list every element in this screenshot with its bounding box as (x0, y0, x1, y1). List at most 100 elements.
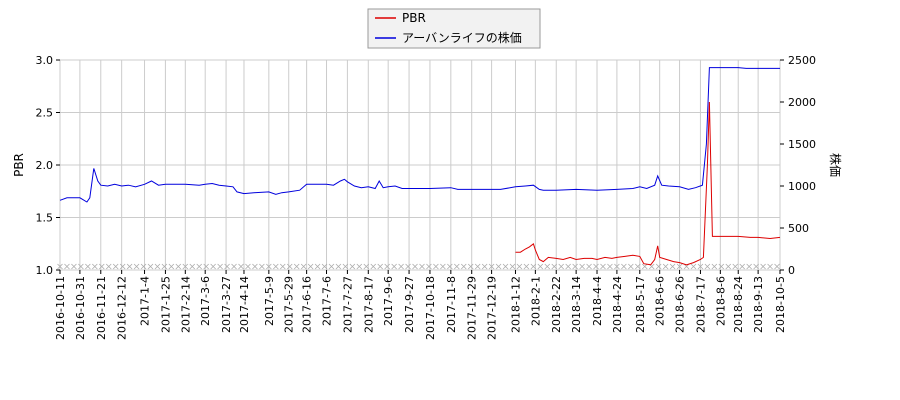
x-marker (732, 263, 739, 270)
x-marker (676, 263, 683, 270)
x-marker (467, 263, 474, 270)
legend: PBR アーバンライフの株価 (367, 8, 541, 49)
left-y-axis: 1.0 1.5 2.0 2.5 3.0 (36, 54, 60, 277)
x-marker (384, 263, 390, 270)
x-marker (774, 263, 780, 270)
x-marker (293, 263, 300, 270)
right-y-axis: 0 500 1000 1500 2000 2500 (780, 54, 816, 277)
x-marker (516, 263, 523, 270)
x-marker (252, 263, 258, 270)
x-marker (175, 263, 182, 270)
x-marker (767, 263, 773, 270)
x-marker (683, 263, 690, 270)
x-tick-label: 2018-6-26 (674, 276, 687, 333)
x-tick-label: 2016-10-11 (54, 276, 67, 340)
x-marker (690, 263, 697, 270)
x-marker (57, 263, 63, 270)
x-marker (370, 263, 377, 270)
x-tick-label: 2017-11-8 (445, 276, 458, 333)
x-marker (363, 263, 370, 270)
x-marker (419, 263, 425, 270)
x-tick-label: 2018-10-5 (774, 276, 787, 333)
x-tick-label: 2018-5-17 (634, 276, 647, 333)
x-marker (614, 263, 620, 270)
x-marker (711, 263, 718, 270)
x-marker (600, 263, 606, 270)
x-marker (739, 263, 745, 270)
x-marker (286, 263, 293, 270)
x-marker (488, 263, 495, 270)
x-marker (279, 263, 286, 270)
stock-price-line (59, 67, 780, 203)
x-tick-label: 2017-3-6 (199, 276, 212, 326)
x-marker (71, 263, 77, 270)
x-marker (551, 263, 558, 270)
x-tick-label: 2017-6-16 (301, 276, 314, 333)
x-marker (92, 263, 98, 270)
x-marker (662, 263, 669, 270)
x-marker (328, 263, 335, 270)
x-marker (126, 263, 133, 270)
legend-box (367, 8, 541, 49)
x-tick-label: 2017-10-18 (424, 276, 437, 340)
legend-label-pbr: PBR (402, 11, 426, 25)
x-tick-label: 2017-2-14 (179, 276, 192, 333)
x-marker (307, 263, 314, 270)
x-marker (356, 263, 363, 270)
x-marker (182, 263, 189, 270)
series-lines (59, 67, 781, 266)
x-marker (579, 263, 585, 270)
x-tick-label: 2017-7-6 (321, 276, 334, 326)
x-marker (78, 263, 84, 270)
x-tick-label: 2018-8-24 (732, 276, 745, 333)
x-marker (454, 263, 460, 270)
x-marker (259, 263, 265, 270)
x-tick-label: 2018-3-14 (570, 276, 583, 333)
x-marker (245, 263, 251, 270)
x-tick-label: 2017-5-9 (263, 276, 276, 326)
x-marker (168, 263, 175, 270)
x-marker (433, 263, 439, 270)
right-y-tick-label: 2500 (788, 54, 816, 67)
x-tick-label: 2017-1-25 (159, 276, 172, 333)
x-marker (565, 263, 571, 270)
x-marker (266, 263, 272, 270)
x-marker (530, 263, 537, 270)
right-y-tick-label: 0 (788, 264, 795, 277)
x-marker (147, 263, 154, 270)
x-tick-label: 2017-8-17 (362, 276, 375, 333)
x-marker (119, 263, 126, 270)
x-marker (746, 263, 752, 270)
x-tick-label: 2018-7-17 (694, 276, 707, 333)
x-tick-label: 2016-11-21 (95, 276, 108, 340)
x-tick-label: 2017-1-4 (139, 276, 152, 326)
x-marker (64, 263, 70, 270)
grid-lines (59, 59, 781, 271)
x-tick-label: 2017-5-29 (283, 276, 296, 333)
left-axis-title: PBR (12, 153, 26, 177)
x-tick-marks (57, 263, 780, 270)
right-y-tick-label: 1000 (788, 180, 816, 193)
x-tick-label: 2017-7-27 (341, 276, 354, 333)
x-tick-label: 2017-9-6 (382, 276, 395, 326)
x-marker (412, 263, 418, 270)
x-marker (210, 263, 216, 270)
left-y-tick-label: 2.0 (36, 159, 54, 172)
left-y-tick-label: 2.5 (36, 107, 54, 120)
x-marker (189, 263, 196, 270)
x-marker (105, 263, 112, 270)
x-tick-label: 2017-3-27 (220, 276, 233, 333)
x-tick-label: 2018-4-24 (611, 276, 624, 333)
right-axis-title: 株価 (828, 153, 843, 177)
x-marker (537, 263, 544, 270)
x-tick-label: 2018-9-13 (752, 276, 765, 333)
x-marker (509, 263, 516, 270)
x-marker (161, 263, 168, 270)
x-marker (398, 263, 404, 270)
x-marker (196, 263, 203, 270)
x-tick-label: 2016-10-31 (74, 276, 87, 340)
x-marker (314, 263, 321, 270)
x-marker (628, 263, 634, 270)
x-marker (544, 263, 551, 270)
x-marker (224, 263, 230, 270)
